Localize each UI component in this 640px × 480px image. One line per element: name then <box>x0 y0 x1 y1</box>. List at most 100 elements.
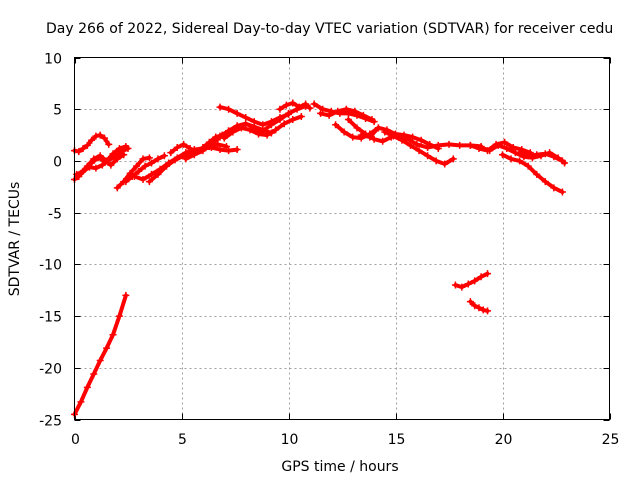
x-tick-label: 10 <box>281 432 299 448</box>
data-point <box>524 162 532 170</box>
data-point <box>550 153 558 161</box>
data-point <box>484 307 492 315</box>
data-point <box>306 104 314 112</box>
data-point <box>233 109 241 117</box>
data-point <box>250 118 258 126</box>
x-axis-title: GPS time / hours <box>281 459 398 475</box>
data-point <box>340 128 348 136</box>
series-s29 <box>466 298 492 315</box>
data-point <box>122 178 130 186</box>
data-point <box>133 162 141 170</box>
data-point <box>289 116 297 124</box>
data-point <box>94 154 102 162</box>
data-point <box>216 103 224 111</box>
series-trace <box>222 114 304 141</box>
data-point <box>471 302 479 310</box>
data-point <box>141 162 149 170</box>
data-point <box>229 128 237 136</box>
data-point <box>276 105 284 113</box>
data-point <box>92 164 100 172</box>
data-point <box>334 107 342 115</box>
data-point <box>368 116 376 124</box>
data-point <box>222 142 230 150</box>
y-tick-label: 5 <box>53 103 62 119</box>
data-point <box>503 145 511 153</box>
data-point <box>295 103 303 111</box>
data-point <box>533 151 541 159</box>
data-point <box>285 109 292 117</box>
data-point <box>124 145 132 153</box>
data-point <box>456 141 464 149</box>
data-point <box>246 126 254 134</box>
data-point <box>458 283 466 291</box>
data-point <box>282 101 290 109</box>
data-point <box>516 157 524 165</box>
data-point <box>477 273 485 281</box>
data-point <box>289 99 297 107</box>
data-point <box>171 156 179 164</box>
data-point <box>237 124 245 132</box>
data-point <box>259 127 267 135</box>
data-point <box>135 167 143 175</box>
data-point <box>449 155 457 163</box>
plot-frame <box>74 57 610 420</box>
data-point <box>180 140 188 148</box>
x-tick-label: 25 <box>602 432 620 448</box>
data-point <box>349 133 357 141</box>
data-point <box>111 153 119 161</box>
data-point <box>255 130 263 138</box>
data-point <box>406 141 414 149</box>
data-point <box>325 111 333 119</box>
data-point <box>216 132 224 140</box>
y-tick-label: -20 <box>39 362 62 378</box>
data-point <box>550 184 558 192</box>
data-point <box>471 277 479 285</box>
data-point <box>516 149 524 157</box>
data-point <box>96 131 104 139</box>
data-point <box>332 121 340 129</box>
y-tick-label: -10 <box>39 258 62 274</box>
data-point <box>199 145 207 153</box>
series-s1 <box>71 291 130 418</box>
data-point <box>297 112 305 120</box>
series-s6 <box>113 154 153 192</box>
data-point <box>477 143 485 151</box>
y-tick-label: -15 <box>39 310 62 326</box>
data-point <box>374 124 382 132</box>
data-point <box>105 156 113 164</box>
series-s2 <box>71 131 113 156</box>
data-point <box>409 133 417 141</box>
tick-marks <box>74 57 611 421</box>
data-point <box>220 134 228 142</box>
data-point <box>173 143 181 151</box>
data-point <box>225 147 233 155</box>
data-point <box>267 121 275 129</box>
data-point <box>88 136 96 144</box>
data-point <box>501 138 509 146</box>
data-point <box>484 270 492 278</box>
data-point <box>163 162 171 170</box>
data-point <box>130 172 138 180</box>
data-point <box>96 357 104 365</box>
data-point <box>98 161 106 169</box>
data-point <box>434 141 442 149</box>
series-trace <box>147 142 229 184</box>
data-point <box>402 134 410 142</box>
data-point <box>451 281 459 289</box>
data-point <box>486 147 494 155</box>
data-point <box>475 304 483 312</box>
data-point <box>466 298 474 306</box>
y-tick-label: -25 <box>39 414 62 430</box>
data-point <box>479 306 487 314</box>
data-point <box>214 140 222 148</box>
data-point <box>533 170 541 178</box>
y-axis-title: SDTVAR / TECUs <box>7 182 23 297</box>
data-point <box>370 135 378 143</box>
data-point <box>524 152 532 160</box>
series-s16 <box>276 99 314 113</box>
data-point <box>233 146 241 154</box>
data-point <box>118 148 126 156</box>
data-point <box>379 137 387 145</box>
data-point <box>317 109 325 117</box>
